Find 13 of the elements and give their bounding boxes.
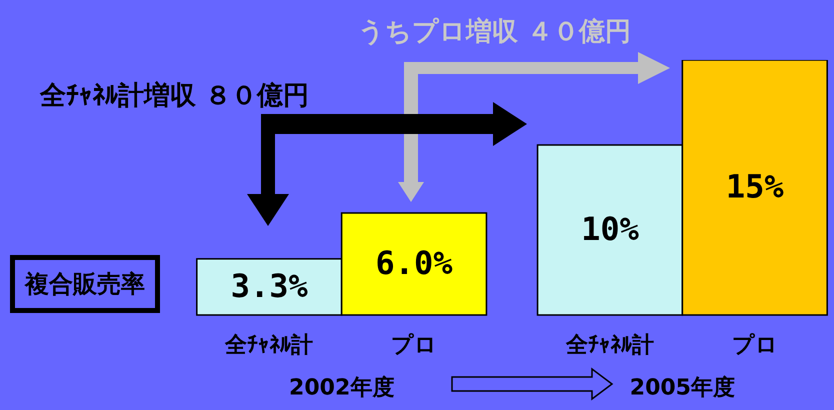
data-label: 3.3%	[230, 266, 308, 305]
text: 全ﾁｬﾈﾙ計	[566, 333, 654, 358]
x-tick-label: 2002年度	[289, 374, 394, 400]
data-label: 6.0%	[376, 244, 454, 282]
text: うちプロ増収 ４０億円	[358, 16, 632, 49]
data-label: 15%	[726, 168, 784, 206]
x-tick-label: 2005年度	[630, 374, 735, 400]
y-axis-title: 複合販売率	[10, 255, 160, 313]
series-label: 全ﾁｬﾈﾙ計	[224, 333, 314, 358]
text: プロ	[732, 333, 778, 358]
series-label: プロ	[391, 333, 438, 358]
annotation: 全ﾁｬﾈﾙ計増収 ８０億円	[40, 80, 310, 113]
data-label: 10%	[581, 210, 640, 248]
